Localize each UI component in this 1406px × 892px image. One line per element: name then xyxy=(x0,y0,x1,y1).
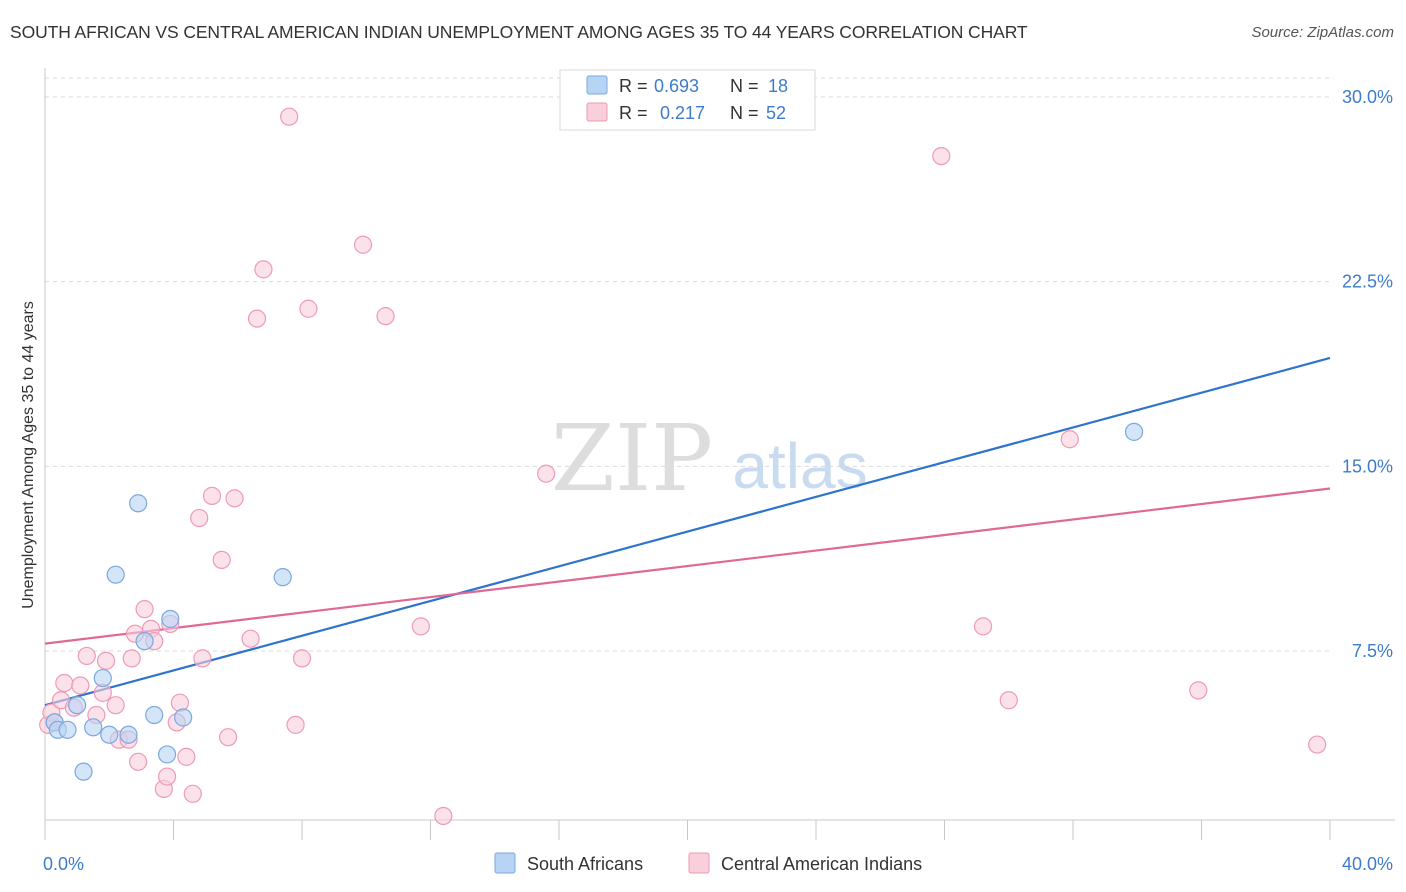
chart-title: SOUTH AFRICAN VS CENTRAL AMERICAN INDIAN… xyxy=(10,22,1028,42)
y-axis-label: Unemployment Among Ages 35 to 44 years xyxy=(20,301,37,609)
zipatlas-watermark: ZIP atlas xyxy=(551,405,868,512)
y-tick-label-2: 22.5% xyxy=(1342,272,1393,292)
tick-labels: 7.5% 15.0% 22.5% 30.0% 0.0% 40.0% xyxy=(43,87,1393,874)
pink-point-26 xyxy=(183,784,202,803)
pink-point-6 xyxy=(71,676,90,695)
blue-point-16 xyxy=(273,568,292,587)
legend-r-label-1: R = xyxy=(619,76,648,96)
trend-lines xyxy=(44,356,1331,707)
pink-point-47 xyxy=(999,691,1018,710)
blue-point-3 xyxy=(74,762,93,781)
pink-point-4 xyxy=(55,673,74,693)
pink-point-33 xyxy=(241,629,260,648)
y-tick-label-1: 15.0% xyxy=(1342,456,1393,476)
blue-point-17 xyxy=(1124,422,1144,441)
blue-point-9 xyxy=(119,725,138,744)
pink-point-31 xyxy=(219,728,238,747)
source-credit: Source: ZipAtlas.com xyxy=(1251,24,1394,41)
legend-swatch-blue xyxy=(586,75,608,95)
pink-point-36 xyxy=(280,107,299,126)
legend-n-label-2: N = xyxy=(730,103,759,123)
data-points xyxy=(39,107,1327,826)
pink-point-27 xyxy=(190,508,209,528)
blue-point-8 xyxy=(106,565,125,584)
legend-r-value-1: 0.693 xyxy=(654,76,699,96)
pink-point-14 xyxy=(122,649,141,668)
blue-point-10 xyxy=(129,494,148,513)
pink-point-37 xyxy=(286,715,305,734)
watermark-zip: ZIP xyxy=(551,405,713,512)
pink-point-35 xyxy=(254,260,273,279)
pink-point-44 xyxy=(537,464,556,483)
blue-point-4 xyxy=(68,696,87,715)
series-label-south-africans: South Africans xyxy=(527,854,643,874)
pink-point-45 xyxy=(932,146,951,166)
pink-point-30 xyxy=(212,550,231,569)
pink-point-42 xyxy=(411,617,430,636)
series-label-central-american-indians: Central American Indians xyxy=(721,854,922,874)
legend-n-value-1: 18 xyxy=(768,76,788,96)
blue-point-5 xyxy=(84,718,103,737)
legend-r-value-2: 0.217 xyxy=(660,103,705,123)
y-tick-label-0: 7.5% xyxy=(1352,641,1393,661)
pink-point-41 xyxy=(376,307,395,326)
blue-point-13 xyxy=(157,745,177,764)
pink-point-24 xyxy=(170,693,190,712)
pink-point-16 xyxy=(129,752,148,771)
blue-point-6 xyxy=(93,668,112,688)
pink-point-43 xyxy=(434,806,453,826)
legend-swatch-pink xyxy=(586,102,608,122)
pink-point-34 xyxy=(247,309,267,328)
pink-point-11 xyxy=(106,696,125,715)
pink-point-7 xyxy=(77,646,96,666)
pink-point-50 xyxy=(1308,735,1327,754)
pink-point-25 xyxy=(177,747,196,766)
x-tick-label-0: 0.0% xyxy=(43,854,84,874)
legend-n-label-1: N = xyxy=(730,76,759,96)
trend-line-blue xyxy=(44,356,1331,707)
pink-point-48 xyxy=(1060,430,1079,449)
blue-point-11 xyxy=(135,632,154,651)
pink-point-46 xyxy=(973,617,993,636)
axes xyxy=(44,68,1395,840)
pink-point-39 xyxy=(299,299,318,318)
watermark-atlas: atlas xyxy=(732,430,867,502)
pink-point-21 xyxy=(157,767,177,786)
pink-point-40 xyxy=(353,235,373,254)
blue-point-2 xyxy=(58,720,77,739)
legend-r-label-2: R = xyxy=(619,103,648,123)
pink-point-10 xyxy=(96,651,116,670)
series-legend: South Africans Central American Indians xyxy=(494,852,922,874)
blue-point-14 xyxy=(161,609,180,629)
x-tick-label-1: 40.0% xyxy=(1342,854,1393,874)
trend-line-pink xyxy=(44,487,1331,645)
pink-point-38 xyxy=(292,649,312,668)
legend: R = 0.693 N = 18 R = 0.217 N = 52 xyxy=(559,69,816,131)
pink-point-17 xyxy=(135,600,154,619)
blue-point-15 xyxy=(174,708,193,727)
blue-point-12 xyxy=(145,705,164,725)
pink-point-29 xyxy=(202,486,222,505)
pink-point-28 xyxy=(193,649,212,668)
blue-point-7 xyxy=(100,725,119,744)
series-swatch-south-africans xyxy=(494,852,516,874)
pink-point-49 xyxy=(1189,681,1208,700)
legend-n-value-2: 52 xyxy=(766,103,786,123)
pink-point-32 xyxy=(225,489,244,508)
y-tick-label-3: 30.0% xyxy=(1342,87,1393,107)
series-swatch-central-american-indians xyxy=(688,852,710,874)
